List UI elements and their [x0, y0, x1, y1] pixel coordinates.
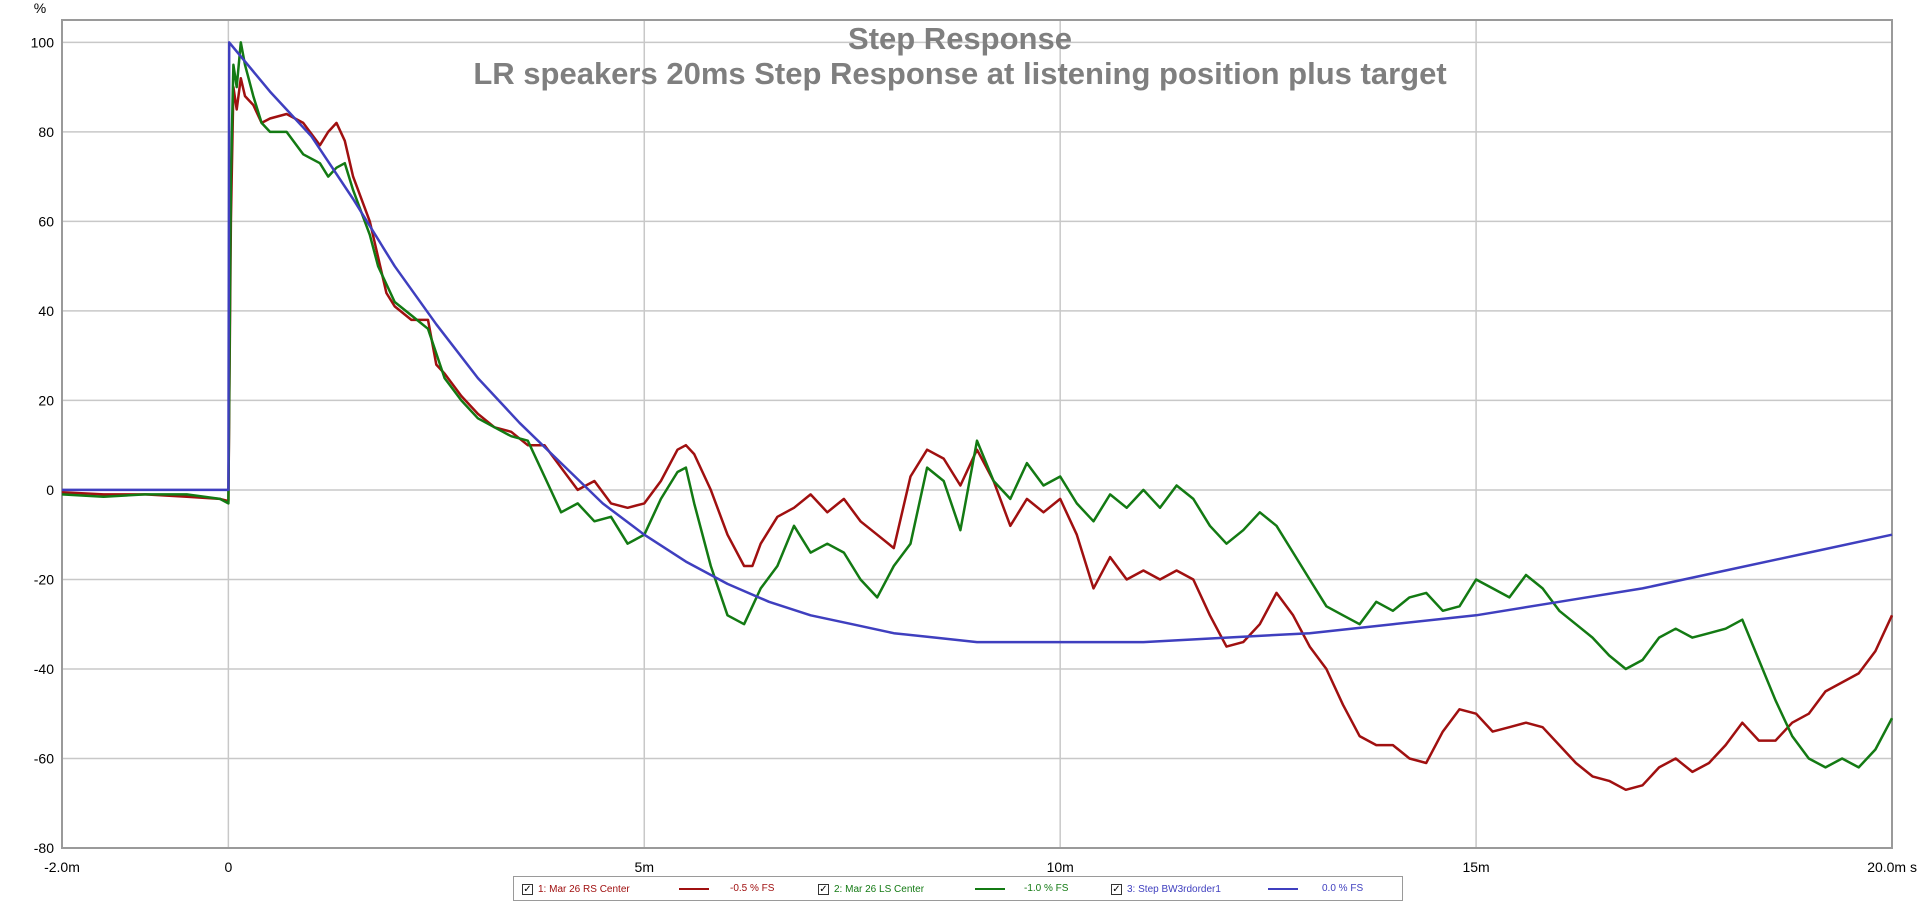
x-tick-label: 15m [1462, 859, 1489, 875]
series-line-2 [61, 41, 1894, 769]
y-tick-label: -60 [34, 750, 54, 766]
legend-item-1[interactable]: ✓ 1: Mar 26 RS Center [522, 881, 630, 897]
y-tick-label: 0 [46, 482, 54, 498]
x-tick-label: -2.0m [44, 859, 80, 875]
y-tick-label: 20 [38, 392, 54, 408]
legend-label-1: 1: Mar 26 RS Center [538, 883, 630, 895]
legend-swatch-2 [975, 888, 1005, 890]
y-tick-label: -80 [34, 840, 54, 856]
legend-swatch-3 [1268, 888, 1298, 890]
legend-label-2: 2: Mar 26 LS Center [834, 883, 925, 895]
legend-fs-3: 0.0 % FS [1322, 883, 1364, 894]
y-tick-label: 100 [31, 34, 55, 50]
chart-subtitle: LR speakers 20ms Step Response at listen… [473, 56, 1446, 91]
x-tick-label: 5m [635, 859, 654, 875]
legend-item-2[interactable]: ✓ 2: Mar 26 LS Center [818, 881, 924, 897]
tick-labels: 100 80 60 40 20 0 -20 -40 -60 -80 -2.0m 0 5m 10m 15m 20… [31, 34, 1917, 875]
checkbox-icon[interactable]: ✓ [818, 883, 829, 895]
y-tick-label: 60 [38, 213, 54, 229]
series-layer [61, 41, 1894, 792]
legend: ✓ 1: Mar 26 RS Center -0.5 % FS ✓ 2: Mar… [513, 876, 1403, 901]
series-line-3 [62, 41, 1893, 644]
grid [62, 20, 1892, 849]
legend-label-3: 3: Step BW3rdorder1 [1127, 883, 1221, 895]
x-tick-label: 0 [224, 859, 232, 875]
legend-fs-2: -1.0 % FS [1024, 883, 1069, 894]
x-tick-label: 10m [1047, 859, 1074, 875]
checkbox-icon[interactable]: ✓ [522, 883, 533, 895]
series-line-1 [61, 76, 1894, 792]
checkbox-icon[interactable]: ✓ [1111, 883, 1122, 895]
legend-swatch-1 [679, 888, 709, 890]
y-tick-label: 80 [38, 124, 54, 140]
x-tick-label: 20.0m s [1867, 859, 1917, 875]
legend-fs-1: -0.5 % FS [730, 883, 775, 894]
plot-frame [61, 19, 1893, 849]
y-tick-label: -40 [34, 661, 54, 677]
legend-item-3[interactable]: ✓ 3: Step BW3rdorder1 [1111, 881, 1221, 897]
y-tick-label: 40 [38, 303, 54, 319]
y-tick-label: -20 [34, 571, 54, 587]
chart-title: Step Response [848, 21, 1072, 56]
y-axis-unit: % [34, 0, 46, 16]
